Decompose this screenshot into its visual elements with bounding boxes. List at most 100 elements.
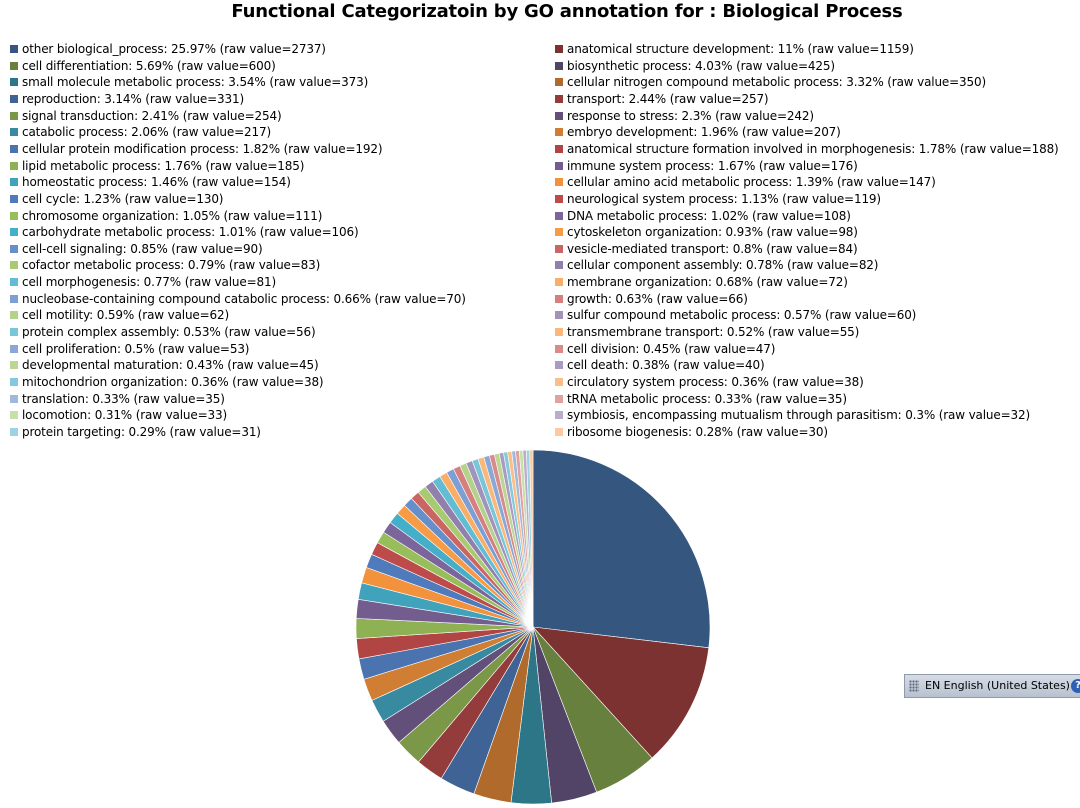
legend-label: locomotion: 0.31% (raw value=33) <box>22 408 228 423</box>
legend-label: mitochondrion organization: 0.36% (raw v… <box>22 375 324 389</box>
legend-label: cell death: 0.38% (raw value=40) <box>567 358 765 373</box>
legend-label: vesicle-mediated transport: 0.8% (raw va… <box>567 241 858 256</box>
legend-label: sulfur compound metabolic process: 0.57%… <box>567 308 917 323</box>
legend-label: translation: 0.33% (raw value=35) <box>22 391 225 406</box>
legend-label: chromosome organization: 1.05% (raw valu… <box>22 208 323 223</box>
legend-swatch <box>555 78 563 87</box>
language-bar[interactable]: EN English (United States) ? <box>904 674 1080 698</box>
legend-label: homeostatic process: 1.46% (raw value=15… <box>22 175 291 190</box>
legend-label: neurological system process: 1.13% (raw … <box>567 191 881 206</box>
legend-swatch <box>555 161 563 170</box>
legend-label: cell proliferation: 0.5% (raw value=53) <box>22 341 250 356</box>
legend-swatch <box>555 411 563 420</box>
legend-label: small molecule metabolic process: 3.54% … <box>22 75 369 90</box>
legend-swatch <box>10 344 18 353</box>
pie-slice <box>532 626 710 759</box>
legend-label: symbiosis, encompassing mutualism throug… <box>567 408 1031 423</box>
legend-swatch <box>10 161 18 170</box>
legend-swatch <box>555 128 563 137</box>
legend-swatch <box>555 61 563 70</box>
legend-label: tRNA metabolic process: 0.33% (raw value… <box>567 391 847 406</box>
legend-label: immune system process: 1.67% (raw value=… <box>567 158 858 173</box>
legend-swatch <box>555 178 563 187</box>
legend-swatch <box>10 194 18 203</box>
legend-swatch <box>555 261 563 270</box>
legend-swatch <box>555 328 563 337</box>
legend-swatch <box>10 178 18 187</box>
legend-label: cellular amino acid metabolic process: 1… <box>567 175 936 190</box>
legend-label: cell differentiation: 5.69% (raw value=6… <box>22 58 276 73</box>
help-icon[interactable]: ? <box>1071 679 1080 693</box>
legend-label: cytoskeleton organization: 0.93% (raw va… <box>567 225 858 240</box>
legend-swatch <box>555 45 563 53</box>
legend-label: cellular protein modification process: 1… <box>22 141 383 156</box>
legend-swatch <box>10 328 18 337</box>
legend-swatch <box>10 278 18 287</box>
legend-label: transport: 2.44% (raw value=257) <box>567 91 769 106</box>
legend-label: anatomical structure formation involved … <box>567 141 1059 156</box>
chart-title: Functional Categorizatoin by GO annotati… <box>231 1 903 22</box>
pie-slice <box>529 449 534 628</box>
legend-swatch <box>555 294 563 303</box>
legend-label: cofactor metabolic process: 0.79% (raw v… <box>22 258 321 273</box>
legend-label: lipid metabolic process: 1.76% (raw valu… <box>22 158 305 173</box>
legend-label: protein targeting: 0.29% (raw value=31) <box>22 424 261 439</box>
legend-label: cell-cell signaling: 0.85% (raw value=90… <box>22 241 263 256</box>
legend-label: biosynthetic process: 4.03% (raw value=4… <box>567 58 835 73</box>
legend-swatch <box>10 261 18 270</box>
legend-swatch <box>10 211 18 220</box>
legend-swatch <box>555 144 563 153</box>
legend-swatch <box>555 378 563 386</box>
legend-swatch <box>555 361 563 370</box>
legend-label: transmembrane transport: 0.52% (raw valu… <box>567 325 860 340</box>
legend-label: catabolic process: 2.06% (raw value=217) <box>22 125 271 140</box>
legend-label: cell morphogenesis: 0.77% (raw value=81) <box>22 275 276 290</box>
legend-swatch <box>555 244 563 253</box>
legend-swatch <box>555 394 563 403</box>
legend-swatch <box>10 294 18 303</box>
legend-label: cellular component assembly: 0.78% (raw … <box>567 258 879 273</box>
legend-label: cellular nitrogen compound metabolic pro… <box>567 75 987 90</box>
legend-label: DNA metabolic process: 1.02% (raw value=… <box>567 208 851 223</box>
legend-swatch <box>10 361 18 370</box>
language-indicator[interactable]: EN English (United States) <box>925 679 1070 692</box>
legend-swatch <box>555 111 563 120</box>
legend-swatch <box>555 344 563 353</box>
legend-swatch <box>555 194 563 203</box>
legend-swatch <box>10 394 18 403</box>
legend-swatch <box>10 244 18 253</box>
legend-swatch <box>555 427 563 436</box>
legend-label: response to stress: 2.3% (raw value=242) <box>567 108 814 123</box>
grip-icon[interactable] <box>909 680 919 692</box>
legend-label: embryo development: 1.96% (raw value=207… <box>567 125 841 140</box>
legend-label: circulatory system process: 0.36% (raw v… <box>567 375 864 389</box>
legend-label: cell cycle: 1.23% (raw value=130) <box>22 191 224 206</box>
legend-label: anatomical structure development: 11% (r… <box>567 42 914 56</box>
legend-label: other biological_process: 25.97% (raw va… <box>22 42 326 56</box>
legend-label: nucleobase-containing compound catabolic… <box>22 291 466 306</box>
legend-label: cell division: 0.45% (raw value=47) <box>567 341 776 356</box>
legend-swatch <box>555 94 563 103</box>
legend-label: ribosome biogenesis: 0.28% (raw value=30… <box>567 424 828 439</box>
legend-label: signal transduction: 2.41% (raw value=25… <box>22 108 282 123</box>
legend-label: cell motility: 0.59% (raw value=62) <box>22 308 230 323</box>
legend-swatch <box>10 427 18 436</box>
legend-swatch <box>10 128 18 137</box>
legend-swatch <box>10 228 18 237</box>
legend-swatch <box>10 378 18 386</box>
legend-label: growth: 0.63% (raw value=66) <box>567 291 748 306</box>
legend-swatch <box>555 228 563 237</box>
legend-swatch <box>555 311 563 320</box>
legend-label: developmental maturation: 0.43% (raw val… <box>22 358 319 373</box>
legend-swatch <box>10 111 18 120</box>
legend-label: protein complex assembly: 0.53% (raw val… <box>22 325 316 340</box>
legend-label: membrane organization: 0.68% (raw value=… <box>567 275 848 290</box>
legend-swatch <box>10 311 18 320</box>
legend-swatch <box>555 211 563 220</box>
legend-swatch <box>10 411 18 420</box>
legend-swatch <box>10 78 18 87</box>
legend-swatch <box>10 94 18 103</box>
legend-label: reproduction: 3.14% (raw value=331) <box>22 91 245 106</box>
legend-swatch <box>10 144 18 153</box>
